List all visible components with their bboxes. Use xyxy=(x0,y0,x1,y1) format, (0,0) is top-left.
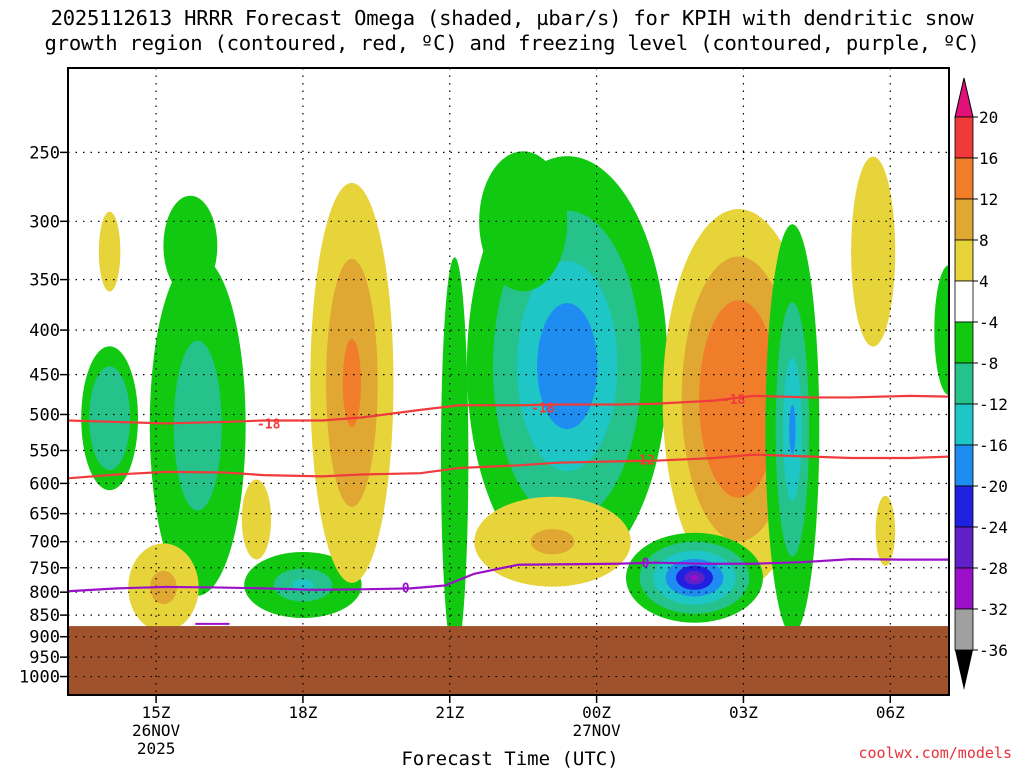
omega-feature-small-subsidence xyxy=(241,479,272,560)
y-tick-label-550: 550 xyxy=(29,442,60,462)
y-tick-label-350: 350 xyxy=(29,271,60,291)
y-tick-label-500: 500 xyxy=(29,405,60,425)
omega-feature-edge-ascent xyxy=(934,265,949,396)
dgz-contour-minus18 xyxy=(68,394,949,425)
omega-feature-thin-ascent xyxy=(440,257,469,658)
dgz-contour-minus12 xyxy=(68,453,949,480)
x-tick-label-00Z: 00Z xyxy=(582,703,611,722)
colorbar-swatch-6 xyxy=(954,321,974,364)
y-tick-label-1000: 1000 xyxy=(19,668,60,688)
omega-feature-narrow-ascent-level-3 xyxy=(789,404,796,454)
dgz-label-minus18-b: -18 xyxy=(531,402,555,417)
omega-feature-main-ascent-plume-level-3 xyxy=(537,303,598,430)
colorbar-label-7: -12 xyxy=(979,395,1008,414)
source-credit: coolwx.com/models xyxy=(858,744,1012,762)
colorbar-swatch-2 xyxy=(954,157,974,200)
omega-feature-subsidence-column-west-level-2 xyxy=(342,338,362,427)
colorbar-bottom-arrow xyxy=(955,650,973,690)
colorbar-label-10: -24 xyxy=(979,518,1008,537)
dgz-label-minus18-a: -18 xyxy=(257,417,281,432)
colorbar-label-8: -16 xyxy=(979,436,1008,455)
x-tick-sublabel-26NOV: 26NOV xyxy=(132,721,181,740)
x-tick-label-03Z: 03Z xyxy=(729,703,758,722)
omega-feature-plume-shoulder xyxy=(479,151,568,292)
colorbar-swatch-7 xyxy=(954,362,974,405)
colorbar-swatch-8 xyxy=(954,403,974,446)
y-tick-label-700: 700 xyxy=(29,533,60,553)
plot-frame xyxy=(67,67,950,696)
colorbar-label-12: -32 xyxy=(979,600,1008,619)
omega-feature-midlevel-subsidence-level-1 xyxy=(530,529,575,555)
chart-title-line1: 2025112613 HRRR Forecast Omega (shaded, … xyxy=(50,6,974,30)
freezing-level-contour xyxy=(68,558,949,593)
x-tick-label-06Z: 06Z xyxy=(876,703,905,722)
x-tick-sublabel-27NOV: 27NOV xyxy=(573,721,622,740)
colorbar-swatch-9 xyxy=(954,444,974,487)
colorbar-label-11: -28 xyxy=(979,559,1008,578)
colorbar-top-arrow xyxy=(954,77,974,118)
colorbar-swatch-4 xyxy=(954,239,974,282)
omega-feature-early-ascent-level-1 xyxy=(89,366,131,471)
omega-feature-ascent-column-level-1 xyxy=(173,340,222,511)
colorbar-label-2: 12 xyxy=(979,190,998,209)
y-tick-label-950: 950 xyxy=(29,648,60,668)
x-tick-label-15Z: 15Z xyxy=(142,703,171,722)
colorbar-label-4: 4 xyxy=(979,272,989,291)
dgz-label-minus12: -12 xyxy=(631,453,654,468)
dgz-label-minus18-c: -18 xyxy=(722,393,746,408)
omega-feature-subsidence-column-east-level-2 xyxy=(699,300,778,498)
omega-feature-small-subsidence-east xyxy=(875,495,896,566)
omega-feature-upper-subsidence xyxy=(98,211,121,292)
y-tick-label-900: 900 xyxy=(29,628,60,648)
x-tick-sublabel-2025: 2025 xyxy=(137,739,176,758)
y-tick-label-800: 800 xyxy=(29,583,60,603)
colorbar-swatch-3 xyxy=(954,198,974,241)
freezing-label-b: 0 xyxy=(642,557,650,572)
omega-feature-lowlevel-ascent-core-level-6 xyxy=(690,575,699,581)
y-tick-label-750: 750 xyxy=(29,559,60,579)
y-tick-label-850: 850 xyxy=(29,606,60,626)
ground-shading xyxy=(68,626,949,695)
y-tick-label-250: 250 xyxy=(29,143,60,163)
x-tick-label-21Z: 21Z xyxy=(435,703,464,722)
colorbar-label-9: -20 xyxy=(979,477,1008,496)
colorbar-label-5: -4 xyxy=(979,313,998,332)
x-axis-label: Forecast Time (UTC) xyxy=(401,748,618,768)
colorbar-swatch-13 xyxy=(954,608,974,651)
omega-feature-lowlevel-ascent-west-level-2 xyxy=(292,579,314,591)
y-tick-label-600: 600 xyxy=(29,474,60,494)
colorbar-swatch-1 xyxy=(954,116,974,159)
colorbar-label-1: 16 xyxy=(979,149,998,168)
colorbar-label-3: 8 xyxy=(979,231,989,250)
y-tick-label-400: 400 xyxy=(29,321,60,341)
chart-title-line2: growth region (contoured, red, ºC) and f… xyxy=(44,31,980,55)
colorbar-swatch-11 xyxy=(954,526,974,569)
y-tick-label-450: 450 xyxy=(29,366,60,386)
colorbar-label-6: -8 xyxy=(979,354,998,373)
colorbar-swatch-12 xyxy=(954,567,974,610)
x-tick-label-18Z: 18Z xyxy=(288,703,317,722)
colorbar-label-0: 20 xyxy=(979,108,998,127)
omega-feature-upper-subsidence-east xyxy=(851,156,896,347)
omega-feature-upper-ascent xyxy=(163,195,218,296)
y-tick-label-650: 650 xyxy=(29,505,60,525)
colorbar-swatch-10 xyxy=(954,485,974,528)
colorbar-label-13: -36 xyxy=(979,641,1008,660)
colorbar-swatch-5 xyxy=(954,280,974,323)
freezing-label-a: 0 xyxy=(402,581,410,596)
y-tick-label-300: 300 xyxy=(29,212,60,232)
